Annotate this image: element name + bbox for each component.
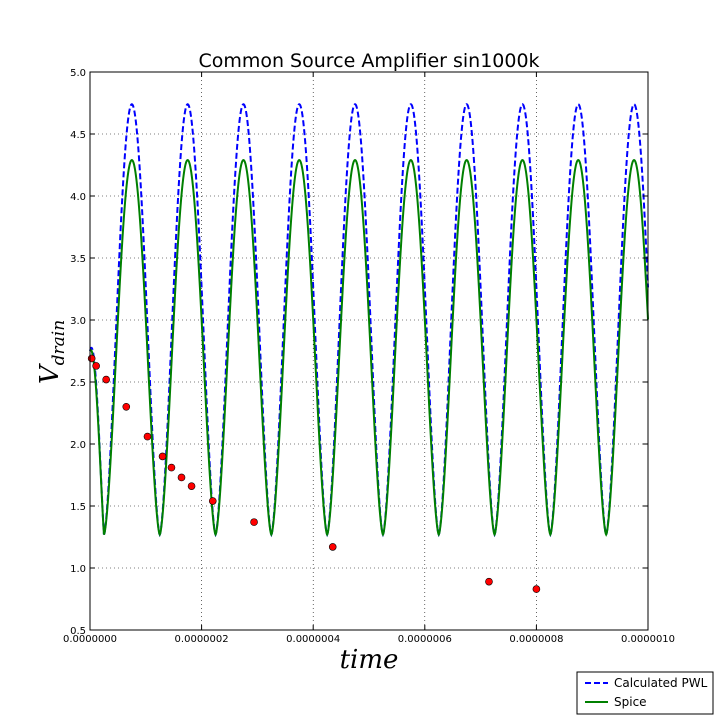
ticks: 0.0000000 0.0000002 0.0000004 0.0000006 0.00… bbox=[63, 68, 675, 645]
y-tick-label: 4.0 bbox=[70, 192, 86, 203]
data-point-marker bbox=[158, 452, 167, 461]
y-tick-label: 3.5 bbox=[70, 254, 86, 265]
y-axis-label-subscript: drain bbox=[49, 320, 69, 366]
y-tick-label: 5.0 bbox=[70, 68, 86, 79]
y-tick-label: 1.0 bbox=[70, 564, 86, 575]
x-tick-label: 0.0000010 bbox=[621, 634, 675, 645]
data-point-marker bbox=[177, 473, 186, 482]
data-point-marker bbox=[143, 432, 152, 441]
data-point-marker bbox=[102, 375, 110, 384]
y-axis-label-main: V bbox=[35, 363, 65, 384]
grid bbox=[90, 72, 648, 630]
y-tick-label: 2.0 bbox=[70, 440, 86, 451]
data-point-marker bbox=[328, 543, 337, 551]
data-point-marker bbox=[167, 463, 176, 472]
data-point-marker bbox=[92, 362, 100, 370]
y-tick-label: 1.5 bbox=[70, 502, 86, 513]
plot-border bbox=[89, 71, 649, 631]
legend: Calculated PWL Spice bbox=[576, 671, 714, 715]
legend-box bbox=[576, 671, 714, 715]
y-tick-label: 4.5 bbox=[70, 130, 86, 141]
plot-area bbox=[90, 72, 648, 630]
series-line-spice bbox=[89, 158, 649, 537]
x-tick-label: 0.0000008 bbox=[509, 634, 563, 645]
data-point-marker bbox=[208, 497, 217, 505]
data-point-marker bbox=[485, 577, 493, 586]
data-point-marker bbox=[122, 402, 131, 411]
data-point-marker bbox=[87, 354, 96, 363]
x-tick-label: 0.0000000 bbox=[63, 634, 117, 645]
legend-label-spice: Spice bbox=[614, 695, 647, 709]
y-tick-label: 2.5 bbox=[70, 378, 86, 389]
x-tick-label: 0.0000006 bbox=[398, 634, 452, 645]
chart-title: Common Source Amplifier sin1000k bbox=[198, 50, 539, 72]
x-axis-label: time bbox=[340, 645, 399, 675]
x-tick-label: 0.0000004 bbox=[286, 634, 340, 645]
data-point-marker bbox=[250, 518, 258, 526]
legend-label-pwl: Calculated PWL bbox=[614, 676, 708, 690]
y-tick-label: 0.5 bbox=[70, 626, 86, 637]
data-point-marker bbox=[187, 482, 196, 490]
y-tick-label: 3.0 bbox=[70, 316, 86, 327]
y-axis-label: Vdrain bbox=[35, 320, 69, 384]
svg-text:Vdrain: Vdrain bbox=[35, 320, 69, 384]
data-point-marker bbox=[532, 585, 541, 593]
x-tick-label: 0.0000002 bbox=[175, 634, 229, 645]
